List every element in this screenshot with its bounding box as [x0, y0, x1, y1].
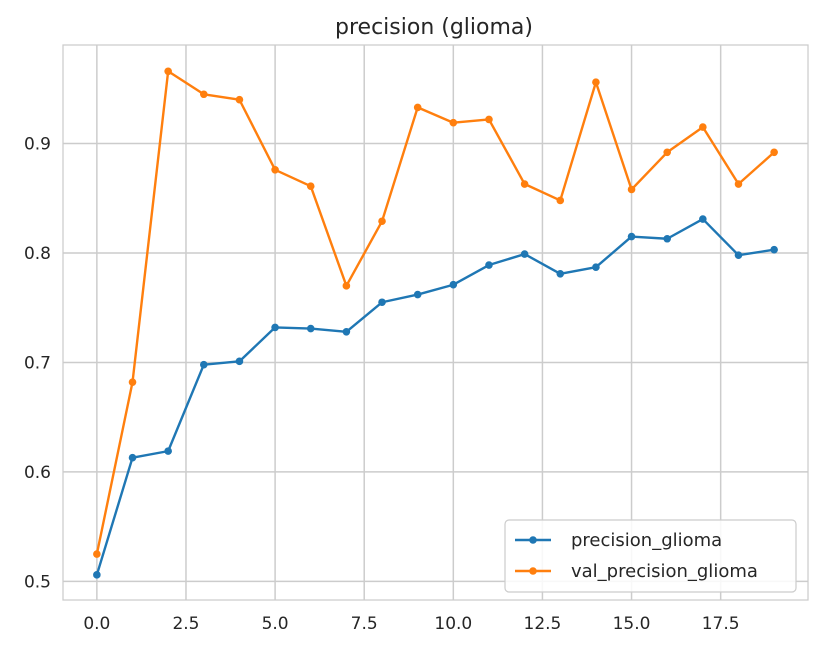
data-point [306, 324, 315, 333]
y-tick-label: 0.6 [24, 463, 51, 483]
data-point [699, 123, 707, 131]
data-point [485, 115, 493, 124]
legend-label: val_precision_glioma [571, 561, 758, 582]
data-point [235, 357, 244, 366]
legend-marker [529, 567, 537, 575]
data-point [413, 290, 422, 299]
plot-frame [62, 44, 809, 601]
x-tick-label: 12.5 [524, 614, 562, 634]
x-tick-label: 2.5 [172, 614, 199, 634]
data-point [449, 280, 458, 289]
y-tick-label: 0.9 [24, 135, 51, 155]
legend-box [504, 519, 797, 593]
data-point [128, 378, 137, 386]
series-val-precision-glioma [93, 67, 778, 558]
x-axis-tick-labels: 0.0 2.5 5.0 7.5 10.0 12.5 15.0 17.5 [83, 614, 739, 634]
series-precision-glioma [93, 215, 778, 579]
series-line [95, 70, 776, 556]
data-point [627, 185, 636, 194]
data-point [663, 234, 671, 243]
data-point [627, 232, 636, 241]
chart-title: precision (glioma) [335, 15, 533, 40]
data-point [413, 103, 422, 112]
data-point [271, 165, 279, 174]
data-point [520, 180, 529, 188]
data-point [93, 571, 101, 579]
x-tick-label: 17.5 [702, 614, 740, 634]
data-point [734, 251, 743, 259]
data-point [342, 328, 351, 336]
legend: precision_glioma val_precision_glioma [504, 519, 797, 593]
data-point [556, 269, 565, 278]
data-point [128, 453, 137, 462]
data-point [378, 217, 386, 226]
legend-marker [529, 536, 537, 544]
legend-item: precision_glioma [515, 530, 722, 551]
data-point [164, 447, 172, 455]
data-point [306, 182, 315, 191]
data-point [770, 245, 778, 254]
data-point [663, 148, 671, 157]
data-point [164, 67, 172, 76]
series-layer [93, 67, 778, 579]
data-point [271, 323, 279, 332]
x-tick-label: 15.0 [613, 614, 651, 634]
data-point [235, 95, 244, 104]
data-point [93, 550, 101, 558]
y-axis-tick-labels: 0.5 0.6 0.7 0.8 0.9 [24, 135, 51, 593]
data-point [485, 261, 493, 269]
plot-area: 0.0 2.5 5.0 7.5 10.0 12.5 15.0 17.5 0.50.60.70.… [24, 44, 809, 634]
x-tick-label: 0.0 [83, 614, 110, 634]
data-point [342, 282, 351, 290]
data-point [449, 118, 458, 127]
data-point [770, 148, 778, 157]
data-point [592, 263, 600, 272]
x-tick-label: 10.0 [434, 614, 472, 634]
gridlines [63, 45, 808, 600]
legend-item: val_precision_glioma [515, 561, 758, 582]
data-point [378, 298, 386, 307]
plot-background [63, 45, 808, 600]
data-point [592, 78, 600, 87]
data-point [734, 180, 743, 188]
x-tick-label: 5.0 [262, 614, 289, 634]
data-point [699, 215, 707, 223]
y-tick-label: 0.8 [24, 244, 51, 264]
y-tick-label: 0.5 [24, 572, 51, 592]
data-point [520, 250, 529, 258]
data-point [556, 196, 565, 205]
series-line [95, 217, 776, 577]
x-tick-label: 7.5 [351, 614, 378, 634]
y-tick-label: 0.7 [24, 353, 51, 373]
legend-label: precision_glioma [571, 530, 722, 551]
data-point [200, 90, 208, 99]
data-point [200, 360, 208, 369]
